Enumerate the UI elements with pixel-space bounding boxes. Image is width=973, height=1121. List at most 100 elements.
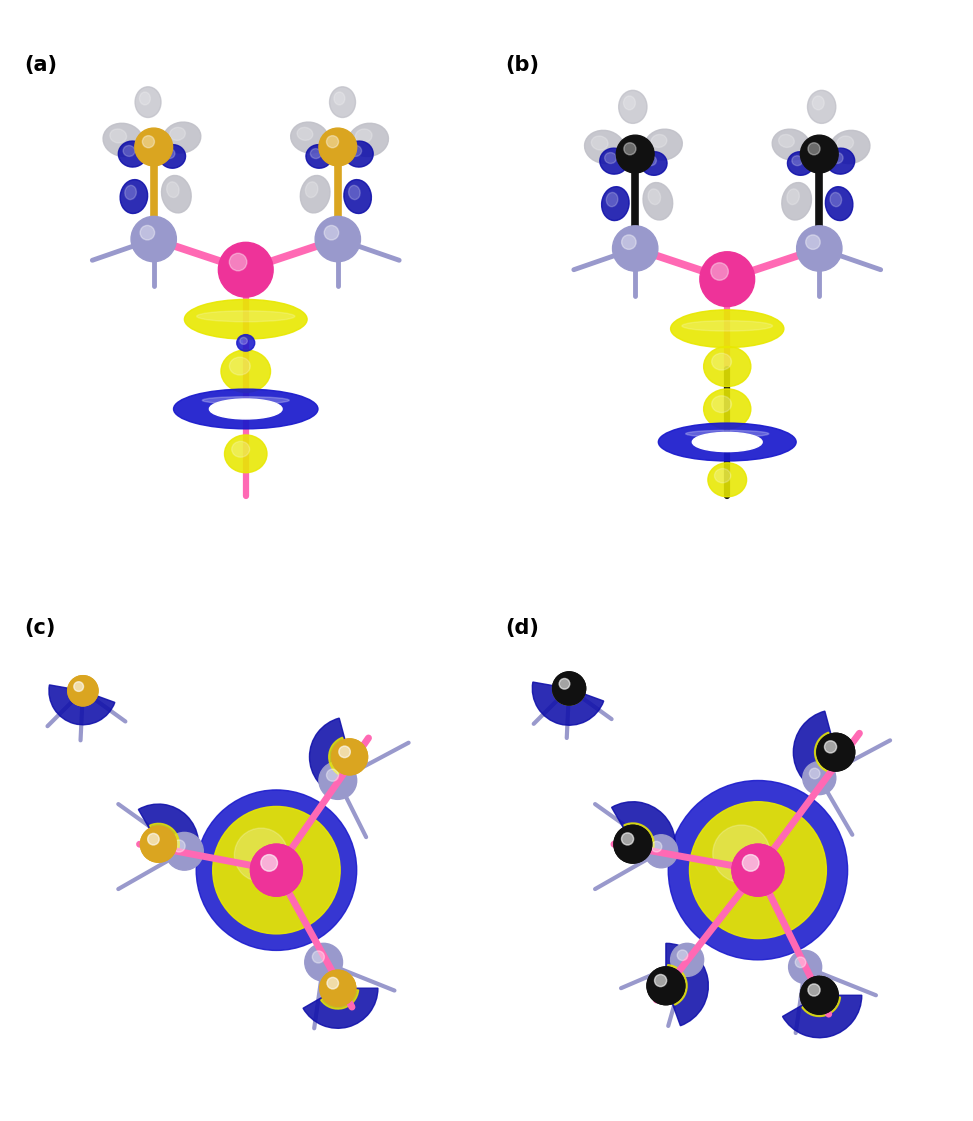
- Ellipse shape: [119, 141, 147, 167]
- Ellipse shape: [787, 188, 800, 205]
- Circle shape: [559, 678, 570, 689]
- Circle shape: [803, 761, 836, 795]
- Ellipse shape: [670, 309, 784, 348]
- Circle shape: [305, 944, 342, 981]
- Circle shape: [315, 216, 360, 261]
- Circle shape: [655, 974, 667, 986]
- Ellipse shape: [831, 152, 843, 164]
- Ellipse shape: [213, 806, 341, 934]
- Ellipse shape: [686, 430, 769, 437]
- Wedge shape: [150, 823, 179, 853]
- Circle shape: [68, 676, 98, 706]
- Ellipse shape: [830, 130, 870, 164]
- Ellipse shape: [173, 389, 318, 429]
- Ellipse shape: [355, 129, 372, 142]
- Ellipse shape: [230, 358, 250, 376]
- Ellipse shape: [585, 130, 625, 164]
- Circle shape: [806, 235, 820, 249]
- Ellipse shape: [645, 129, 682, 160]
- Circle shape: [140, 826, 176, 862]
- Wedge shape: [303, 989, 378, 1028]
- Circle shape: [173, 840, 185, 852]
- Circle shape: [732, 844, 784, 896]
- Circle shape: [788, 951, 821, 983]
- Circle shape: [624, 142, 636, 155]
- Ellipse shape: [713, 825, 771, 882]
- Circle shape: [339, 747, 350, 758]
- Ellipse shape: [197, 311, 295, 322]
- Ellipse shape: [239, 337, 247, 344]
- Ellipse shape: [221, 350, 270, 392]
- Ellipse shape: [778, 135, 794, 148]
- Circle shape: [327, 769, 339, 781]
- Circle shape: [339, 747, 350, 758]
- Ellipse shape: [162, 176, 192, 213]
- Ellipse shape: [209, 399, 282, 419]
- Circle shape: [327, 978, 339, 989]
- Circle shape: [808, 984, 820, 997]
- Ellipse shape: [348, 185, 360, 200]
- Text: (c): (c): [24, 618, 55, 638]
- Ellipse shape: [135, 86, 161, 118]
- Circle shape: [824, 741, 837, 753]
- Circle shape: [261, 854, 277, 871]
- Circle shape: [332, 739, 368, 775]
- Circle shape: [732, 844, 784, 896]
- Ellipse shape: [348, 123, 388, 157]
- Wedge shape: [329, 738, 349, 777]
- Circle shape: [614, 825, 652, 863]
- Ellipse shape: [234, 828, 288, 881]
- Circle shape: [801, 976, 838, 1015]
- Ellipse shape: [624, 96, 635, 110]
- Ellipse shape: [787, 151, 813, 175]
- Ellipse shape: [291, 122, 328, 152]
- Ellipse shape: [225, 435, 267, 473]
- Circle shape: [319, 128, 357, 166]
- Ellipse shape: [160, 145, 186, 168]
- Circle shape: [801, 136, 838, 173]
- Ellipse shape: [808, 91, 836, 123]
- Ellipse shape: [592, 136, 608, 150]
- Circle shape: [808, 984, 820, 997]
- Circle shape: [327, 978, 339, 989]
- Ellipse shape: [773, 129, 810, 160]
- Circle shape: [647, 967, 685, 1004]
- Ellipse shape: [830, 193, 842, 206]
- Wedge shape: [814, 732, 836, 772]
- Circle shape: [135, 128, 172, 166]
- Ellipse shape: [825, 187, 853, 221]
- Ellipse shape: [668, 780, 847, 960]
- Circle shape: [645, 835, 677, 868]
- Circle shape: [622, 235, 636, 249]
- Circle shape: [711, 262, 729, 280]
- Ellipse shape: [711, 353, 732, 370]
- Circle shape: [808, 142, 820, 155]
- Circle shape: [261, 854, 277, 871]
- Ellipse shape: [837, 136, 853, 150]
- Circle shape: [140, 225, 155, 240]
- Circle shape: [614, 825, 652, 863]
- Ellipse shape: [202, 397, 289, 404]
- Ellipse shape: [301, 176, 330, 213]
- Ellipse shape: [334, 92, 344, 105]
- Circle shape: [670, 944, 703, 976]
- Circle shape: [142, 136, 155, 148]
- Circle shape: [801, 976, 838, 1015]
- Circle shape: [148, 833, 160, 845]
- Ellipse shape: [703, 346, 751, 387]
- Ellipse shape: [330, 86, 355, 118]
- Ellipse shape: [343, 179, 372, 213]
- Text: (a): (a): [24, 55, 56, 75]
- Circle shape: [622, 833, 633, 845]
- Ellipse shape: [306, 145, 332, 168]
- Wedge shape: [782, 995, 862, 1038]
- Circle shape: [817, 733, 854, 771]
- Circle shape: [324, 225, 339, 240]
- Circle shape: [616, 136, 654, 173]
- Ellipse shape: [163, 122, 200, 152]
- Ellipse shape: [344, 141, 374, 167]
- Wedge shape: [532, 682, 603, 725]
- Circle shape: [250, 844, 303, 896]
- Circle shape: [74, 682, 84, 692]
- Ellipse shape: [703, 389, 751, 429]
